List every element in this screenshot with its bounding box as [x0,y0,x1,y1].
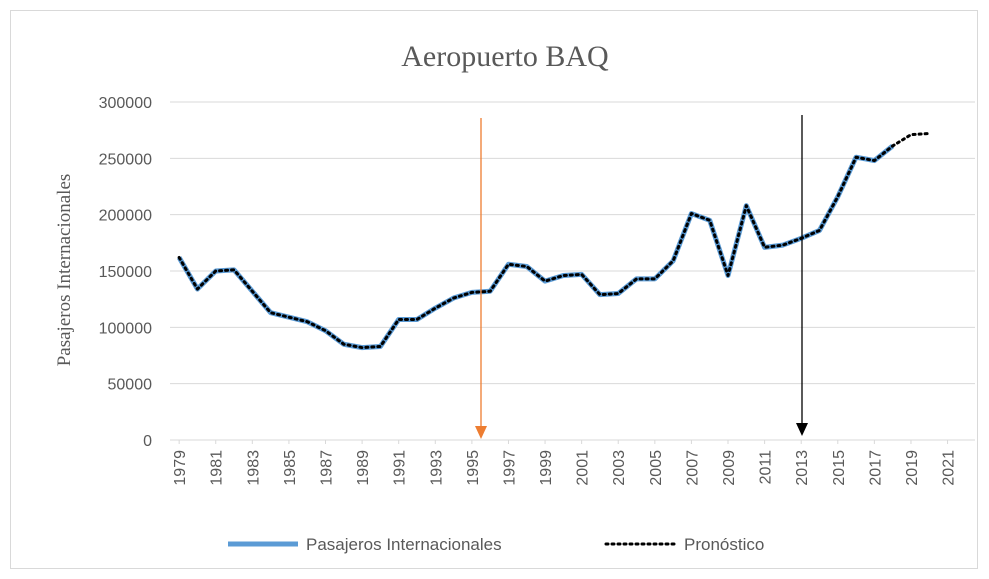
arrow-head [796,423,808,436]
x-tick-label: 2005 [648,450,665,486]
x-tick-label: 2013 [794,450,811,486]
arrow-head [475,426,487,439]
y-tick-label: 250000 [99,151,152,168]
x-tick-label: 1993 [428,450,445,486]
x-tick-label: 2011 [758,450,775,485]
x-tick-label: 1991 [392,450,409,486]
x-tick-label: 1995 [465,450,482,486]
x-tick-label: 2017 [867,450,884,486]
y-tick-label: 50000 [108,377,153,394]
x-tick-label: 2003 [611,450,628,486]
y-tick-label: 100000 [99,320,152,337]
x-tick-label: 2001 [575,450,592,486]
x-tick-label: 2019 [904,450,921,486]
x-tick-label: 1987 [319,450,336,486]
legend-label: Pasajeros Internacionales [306,535,502,554]
y-tick-label: 150000 [99,264,152,281]
x-tick-label: 1989 [355,450,372,486]
y-axis-label: Pasajeros Internacionales [54,174,75,367]
x-tick-label: 2009 [721,450,738,486]
y-tick-label: 0 [143,433,152,450]
x-tick-label: 1979 [172,450,189,486]
x-tick-label: 1999 [538,450,555,486]
x-tick-label: 2007 [684,450,701,486]
y-tick-label: 300000 [99,95,152,112]
x-tick-label: 1997 [501,450,518,486]
line-series [177,132,931,350]
x-tick-label: 2015 [831,450,848,486]
chart-title: Aeropuerto BAQ [401,40,609,73]
x-tick-label: 2021 [941,450,958,486]
x-tick-label: 1981 [209,450,226,486]
plot-area: 0 50000 100000 150000 200000 250000 300000 1979… [99,95,975,486]
legend-label: Pronóstico [684,535,764,554]
y-tick-label: 200000 [99,208,152,225]
x-tick-label: 1983 [245,450,262,486]
x-tick-label: 1985 [282,450,299,486]
